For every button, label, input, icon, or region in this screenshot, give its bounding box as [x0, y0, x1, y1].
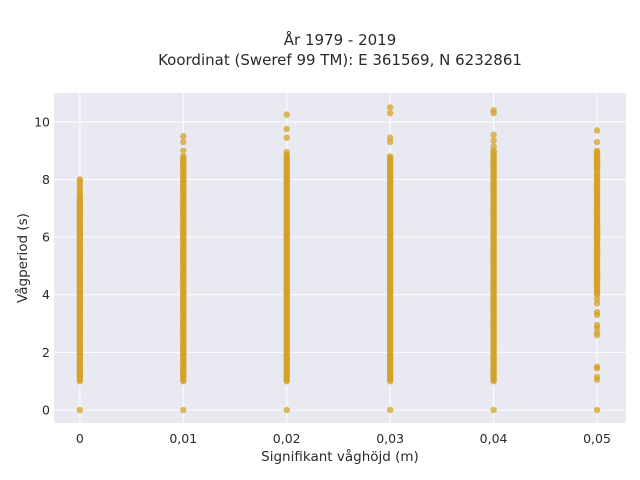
y-tick-label: 2 [42, 345, 50, 360]
chart-title-line2: Koordinat (Sweref 99 TM): E 361569, N 62… [158, 51, 522, 69]
data-point [283, 134, 290, 141]
data-point [180, 406, 187, 414]
data-point [180, 133, 187, 140]
data-point [593, 248, 601, 255]
x-tick-label: 0,04 [480, 431, 508, 446]
y-tick-label: 10 [34, 114, 50, 129]
y-tick-label: 8 [42, 172, 50, 187]
data-point [593, 363, 601, 370]
x-tick-label: 0,01 [169, 431, 197, 446]
y-axis-label: Vågperiod (s) [14, 213, 31, 303]
data-point [593, 295, 601, 303]
y-tick-label: 4 [42, 287, 50, 302]
data-points [76, 104, 601, 414]
data-point [180, 138, 187, 146]
data-point [283, 406, 290, 414]
data-point [283, 148, 290, 156]
data-point [593, 161, 601, 169]
plot-area [54, 93, 626, 423]
data-point [283, 125, 290, 133]
y-tick-label: 6 [42, 230, 50, 245]
x-axis-ticks: 0 0,01 0,02 0,03 0,04 0,05 [76, 431, 611, 446]
y-tick-label: 0 [42, 403, 50, 418]
x-axis-label: Signifikant våghöjd (m) [261, 448, 419, 465]
data-point [593, 406, 601, 414]
data-point [76, 406, 84, 414]
data-point [593, 226, 601, 234]
data-point [490, 406, 497, 414]
data-point [593, 127, 601, 134]
data-point [386, 109, 394, 117]
data-point [386, 406, 394, 414]
x-tick-label: 0,02 [273, 431, 301, 446]
x-tick-label: 0,03 [376, 431, 404, 446]
data-point [593, 147, 601, 154]
data-point [386, 104, 394, 111]
data-point [593, 138, 601, 146]
data-point [283, 111, 290, 118]
chart-title-line1: År 1979 - 2019 [284, 30, 397, 49]
data-point [593, 154, 601, 162]
y-axis-ticks: 0 2 4 6 8 10 [34, 114, 50, 417]
data-point [593, 321, 601, 329]
data-point [180, 147, 187, 154]
data-point [180, 153, 187, 160]
data-point [593, 308, 601, 316]
data-point [490, 107, 497, 114]
data-point [593, 274, 601, 281]
data-point [490, 131, 497, 138]
data-point [386, 153, 394, 160]
x-tick-label: 0 [76, 431, 84, 446]
data-point [593, 262, 601, 270]
x-tick-label: 0,05 [583, 431, 611, 446]
data-point [593, 373, 601, 381]
data-point [386, 134, 394, 141]
data-point [490, 143, 497, 150]
data-point [76, 176, 84, 183]
data-point [490, 137, 497, 144]
